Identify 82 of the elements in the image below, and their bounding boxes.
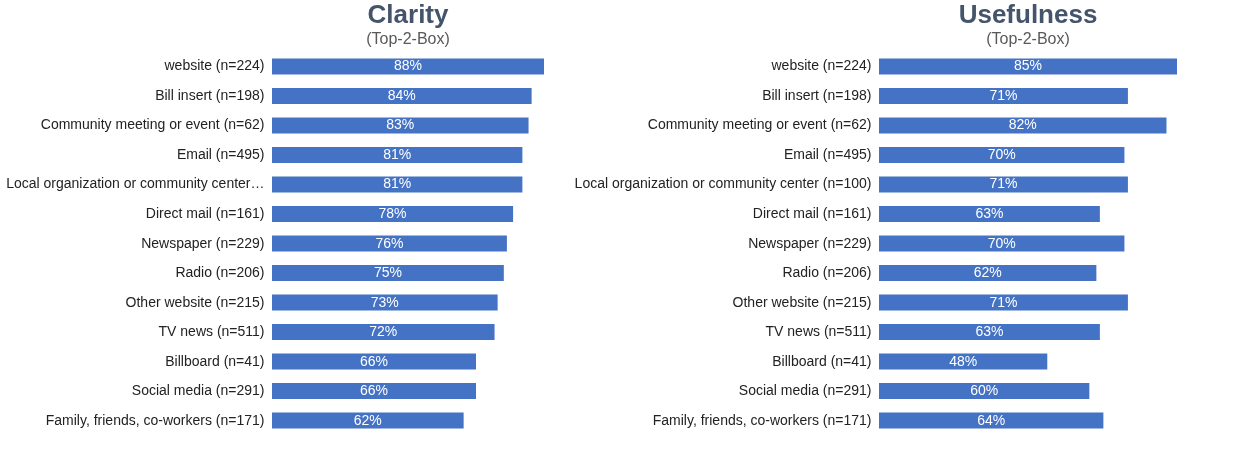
bar (272, 264, 504, 282)
data-label: 71% (989, 175, 1018, 192)
data-label: 72% (369, 323, 398, 340)
data-label: 81% (383, 145, 412, 162)
data-label: 73% (370, 293, 399, 310)
bar (879, 264, 1097, 282)
data-label: 64% (977, 411, 1006, 428)
y-tick-label: Family, friends, co-workers (n=171) (45, 411, 265, 428)
data-label: 78% (378, 205, 407, 221)
y-tick-label: Other website (n=215) (732, 293, 872, 310)
data-label: 48% (949, 352, 978, 369)
y-tick-label: Direct mail (n=161) (145, 205, 265, 221)
data-label: 85% (1013, 57, 1043, 74)
data-label: 84% (387, 86, 416, 103)
bar (879, 412, 1104, 429)
y-tick-label: Social media (n=291) (131, 382, 265, 399)
bar (272, 353, 476, 370)
y-tick-label: TV news (n=511) (765, 323, 872, 340)
bar (879, 353, 1048, 370)
data-label: 81% (383, 175, 412, 192)
y-tick-label: Family, friends, co-workers (n=171) (652, 411, 872, 428)
data-label: 62% (973, 264, 1002, 280)
data-label: 70% (987, 234, 1016, 251)
y-tick-label: Local organization or community center… (6, 175, 265, 192)
data-label: 66% (359, 352, 389, 369)
data-label: 60% (970, 382, 999, 399)
bar (272, 235, 507, 252)
y-tick-label: Billboard (n=41) (772, 352, 872, 369)
y-tick-label: Billboard (n=41) (165, 352, 265, 369)
data-label: 83% (386, 116, 415, 133)
bar (272, 294, 498, 311)
data-label: 63% (975, 205, 1004, 221)
y-tick-label: Community meeting or event (n=62) (40, 116, 265, 133)
chart-title: Clarity (367, 0, 449, 29)
y-tick-label: website (n=224) (770, 57, 872, 74)
y-tick-label: TV news (n=511) (158, 323, 265, 340)
bar (272, 382, 476, 400)
y-tick-label: Radio (n=206) (782, 264, 872, 280)
y-tick-label: Community meeting or event (n=62) (647, 116, 872, 133)
y-tick-label: Bill insert (n=198) (762, 86, 872, 103)
y-tick-label: Email (n=495) (176, 145, 265, 162)
y-tick-label: Other website (n=215) (125, 293, 265, 310)
y-tick-label: Newspaper (n=229) (141, 234, 265, 251)
bar (879, 117, 1167, 134)
bar (879, 323, 1100, 341)
data-label: 70% (987, 145, 1016, 162)
y-tick-label: website (n=224) (163, 57, 265, 74)
bar (272, 117, 529, 134)
data-label: 66% (359, 382, 389, 399)
chart-subtitle: (Top-2-Box) (986, 30, 1070, 47)
bar (879, 146, 1125, 164)
data-label: 76% (375, 234, 404, 251)
data-label: 88% (393, 57, 423, 74)
data-label: 62% (353, 411, 382, 428)
bar (879, 87, 1128, 105)
bar (272, 146, 523, 164)
chart-title: Usefulness (958, 0, 1098, 29)
chart-subtitle: (Top-2-Box) (366, 30, 450, 47)
bar (272, 58, 544, 75)
bar (879, 205, 1100, 223)
bar (272, 87, 532, 105)
bar (879, 382, 1090, 400)
y-tick-label: Email (n=495) (783, 145, 872, 162)
data-label: 75% (373, 264, 402, 280)
bar (272, 176, 523, 193)
data-label: 82% (1008, 116, 1037, 133)
y-tick-label: Local organization or community center (n=100) (574, 175, 872, 192)
bar (879, 58, 1177, 75)
data-label: 71% (989, 86, 1018, 103)
y-tick-label: Bill insert (n=198) (155, 86, 265, 103)
bar (272, 323, 495, 341)
y-tick-label: Direct mail (n=161) (752, 205, 872, 221)
bar (879, 176, 1128, 193)
data-label: 63% (975, 323, 1004, 340)
y-tick-label: Social media (n=291) (738, 382, 872, 399)
bar (272, 412, 464, 429)
bar (879, 235, 1125, 252)
y-tick-label: Newspaper (n=229) (748, 234, 872, 251)
y-tick-label: Radio (n=206) (175, 264, 265, 280)
data-label: 71% (989, 293, 1018, 310)
bar (272, 205, 514, 223)
bar (879, 294, 1128, 311)
